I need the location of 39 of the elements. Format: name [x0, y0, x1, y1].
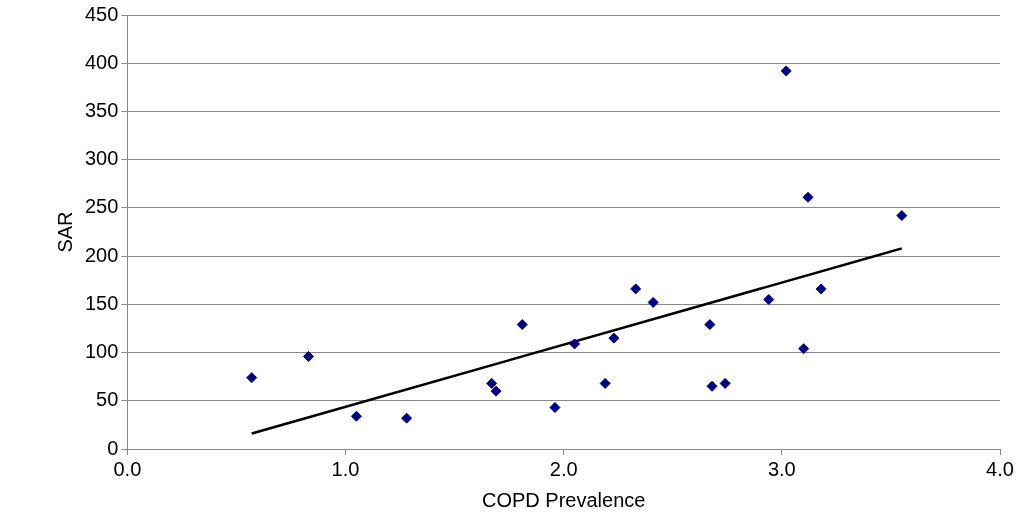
point [763, 294, 775, 306]
x-axis-title: COPD Prevalence [481, 488, 646, 511]
point [704, 319, 716, 331]
x-tick-label: 2.0 [549, 457, 578, 480]
point [815, 283, 827, 295]
x-tick-label: 0.0 [113, 457, 142, 480]
point [401, 412, 413, 424]
y-tick-label: 0 [107, 436, 119, 459]
point [780, 65, 792, 77]
point [719, 377, 731, 389]
y-tick-label: 200 [84, 243, 119, 266]
y-tick-label: 450 [84, 2, 119, 25]
y-tick-label: 50 [96, 388, 119, 411]
x-tick-label: 4.0 [986, 457, 1014, 480]
y-axis-title: SAR [53, 211, 76, 253]
x-tick-label: 1.0 [331, 457, 360, 480]
point [599, 377, 611, 389]
point [608, 332, 620, 344]
point [798, 343, 810, 355]
point [706, 380, 718, 392]
y-tick-label: 250 [84, 195, 119, 218]
point [490, 385, 502, 397]
y-tick-label: 400 [84, 50, 119, 73]
point [549, 402, 561, 414]
y-tick-label: 100 [84, 340, 119, 363]
point [302, 350, 314, 362]
y-tick-label: 300 [84, 147, 119, 170]
point [647, 296, 659, 308]
point [486, 377, 498, 389]
y-tick-label: 150 [84, 291, 119, 314]
point [630, 283, 642, 295]
point [246, 372, 258, 384]
point [896, 210, 908, 222]
point [350, 410, 362, 422]
point [802, 191, 814, 203]
x-tick-label: 3.0 [767, 457, 796, 480]
point [516, 319, 528, 331]
point [569, 338, 581, 350]
y-tick-label: 350 [84, 98, 119, 121]
